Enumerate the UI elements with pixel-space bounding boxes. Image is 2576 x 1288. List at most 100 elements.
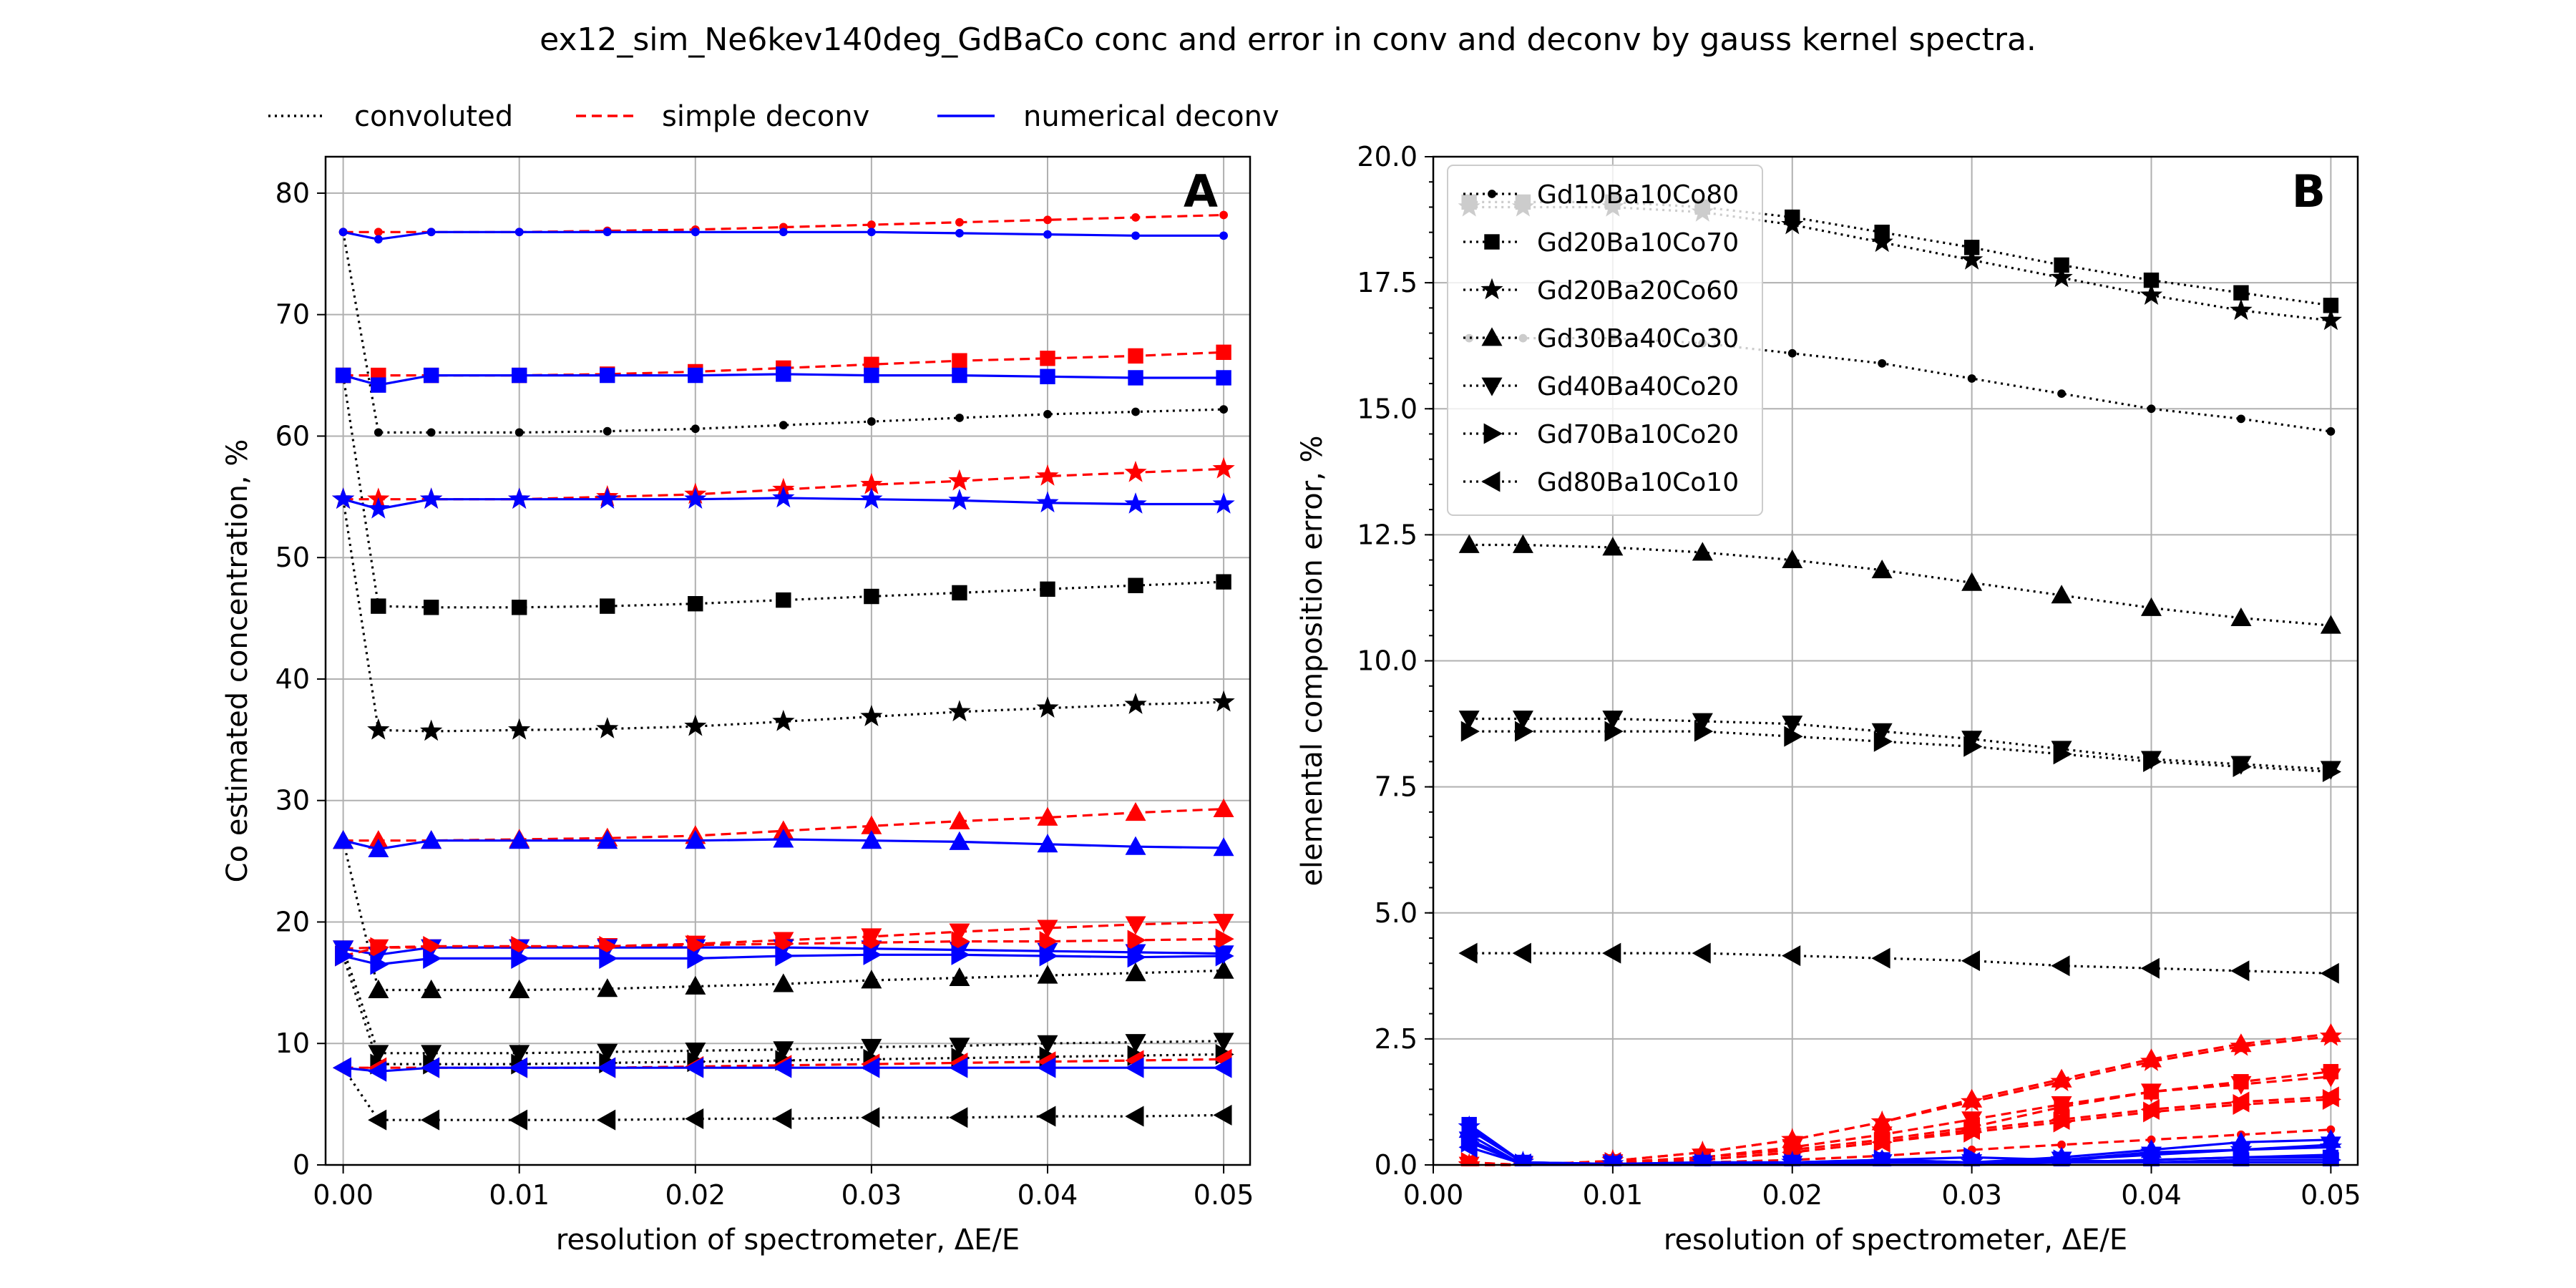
data-point <box>2230 1141 2252 1161</box>
series-Gd10Ba10Co80-numerical-deconv <box>338 228 1228 244</box>
data-point <box>1036 464 1059 486</box>
data-point <box>861 830 882 849</box>
data-point <box>867 220 876 229</box>
data-point <box>1040 351 1055 366</box>
x-axis-label: resolution of spectrometer, ΔE/E <box>1664 1224 2127 1257</box>
data-point <box>1512 942 1531 964</box>
data-point <box>1787 348 1797 358</box>
data-point <box>2230 1151 2250 1166</box>
data-point <box>688 596 703 612</box>
data-point <box>421 830 442 849</box>
data-point <box>952 585 967 601</box>
data-point <box>691 228 700 237</box>
data-point <box>1125 962 1146 982</box>
y-tick-label: 30 <box>275 785 310 816</box>
data-point <box>1131 213 1140 222</box>
data-point <box>368 1109 387 1131</box>
data-point <box>2320 1136 2341 1156</box>
data-point <box>2230 298 2253 321</box>
data-point <box>1961 950 1980 972</box>
series-line <box>343 808 1224 842</box>
data-point <box>1871 1131 1890 1153</box>
data-point <box>1039 931 1058 952</box>
data-point <box>2140 1083 2162 1103</box>
data-point <box>1128 370 1143 386</box>
data-point <box>1213 1104 1232 1126</box>
x-tick-label: 0.00 <box>1403 1179 1464 1211</box>
data-point <box>596 717 619 738</box>
legend-label: Gd80Ba10Co10 <box>1537 468 1739 497</box>
data-point <box>1037 1106 1056 1127</box>
data-point <box>420 1057 440 1078</box>
data-point <box>867 417 876 426</box>
series-Gd80Ba10Co10-convoluted <box>332 1057 1232 1131</box>
data-point <box>1213 798 1234 817</box>
data-point <box>1127 930 1146 951</box>
series-line <box>343 937 1224 957</box>
data-point <box>509 979 530 998</box>
data-point <box>1871 723 1893 742</box>
data-point <box>1128 348 1143 364</box>
x-tick-label: 0.00 <box>313 1179 374 1211</box>
data-point <box>2050 265 2073 288</box>
series-Gd30Ba40Co30-numerical-deconv <box>333 829 1234 857</box>
data-point <box>864 367 879 384</box>
data-point <box>1692 942 1711 964</box>
x-tick-label: 0.05 <box>1194 1179 1254 1211</box>
data-point <box>1961 1088 1983 1108</box>
data-point <box>1602 711 1624 730</box>
data-point <box>509 1057 528 1078</box>
data-point <box>949 831 970 850</box>
data-point <box>951 931 970 952</box>
data-point <box>687 935 706 956</box>
data-point <box>2322 761 2342 782</box>
data-point <box>1040 369 1055 384</box>
data-point <box>602 228 612 237</box>
series-Gd70Ba10Co20-numerical-deconv <box>335 944 1234 975</box>
data-point <box>1873 731 1893 752</box>
data-point <box>1036 696 1059 718</box>
data-point <box>426 228 436 237</box>
data-point <box>367 497 390 519</box>
data-point <box>2233 756 2252 777</box>
data-point <box>514 228 524 237</box>
data-point <box>685 975 706 995</box>
series-line <box>343 838 1224 851</box>
figure-title: ex12_sim_Ne6kev140deg_GdBaCo conc and er… <box>540 21 2036 58</box>
data-point <box>333 830 354 849</box>
data-point <box>2140 957 2160 979</box>
data-point <box>374 228 383 237</box>
data-point <box>1784 726 1803 747</box>
data-point <box>2320 615 2341 634</box>
x-tick-label: 0.01 <box>1583 1179 1644 1211</box>
data-point <box>955 414 964 422</box>
data-point <box>2140 1099 2160 1121</box>
data-point <box>2053 743 2072 765</box>
y-tick-label: 20 <box>275 906 310 937</box>
series-line <box>343 953 1224 966</box>
data-point <box>1694 721 1714 742</box>
data-point <box>1692 1153 1711 1166</box>
data-point <box>948 700 971 722</box>
data-point <box>1878 358 1887 368</box>
data-point <box>2230 1075 2252 1095</box>
data-point <box>2320 962 2339 984</box>
data-point <box>1212 690 1235 712</box>
legend-marker <box>1480 278 1503 300</box>
data-point <box>1037 965 1058 984</box>
data-point <box>374 428 383 437</box>
data-point <box>509 1045 530 1064</box>
data-point <box>600 367 615 384</box>
series-line <box>343 373 1224 386</box>
data-point <box>1512 1153 1531 1166</box>
data-point <box>685 1057 704 1078</box>
data-point <box>1870 230 1893 253</box>
data-point <box>370 954 389 975</box>
series-line <box>342 499 1224 733</box>
data-point <box>860 487 883 509</box>
y-tick-label: 40 <box>275 663 310 695</box>
data-point <box>772 709 795 731</box>
data-point <box>861 1107 880 1128</box>
data-point <box>597 1043 618 1063</box>
